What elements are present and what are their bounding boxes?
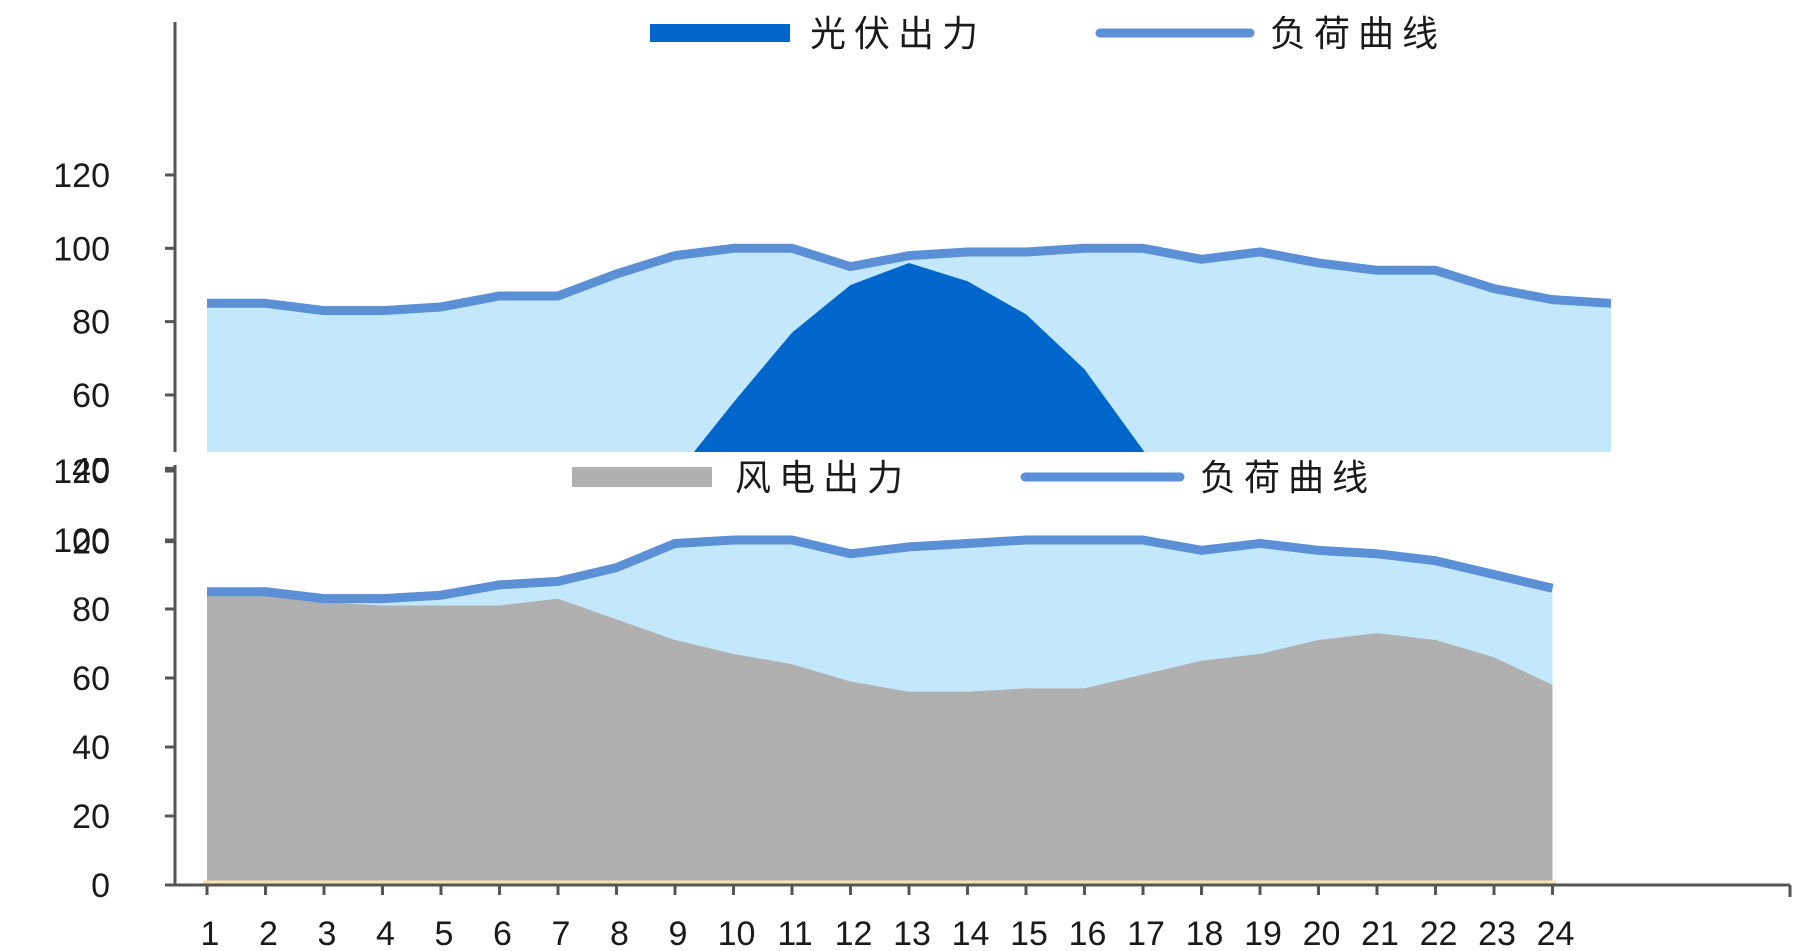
x-tick-label: 20 — [1303, 915, 1341, 951]
top-y-tick-label: 120 — [53, 157, 110, 195]
x-tick-label: 21 — [1361, 915, 1399, 951]
x-tick-label: 23 — [1478, 915, 1516, 951]
top-y-tick-label: 60 — [72, 377, 110, 415]
x-tick-label: 4 — [376, 915, 395, 951]
x-tick-label: 22 — [1420, 915, 1458, 951]
top-y-tick-label: 80 — [72, 304, 110, 342]
bottom-y-tick-label: 120 — [53, 453, 110, 491]
legend-swatch-wind — [572, 467, 712, 487]
x-tick-label: 5 — [435, 915, 454, 951]
legend-label-load: 负荷曲线 — [1270, 14, 1446, 55]
top-y-tick-label: 100 — [53, 230, 110, 268]
x-tick-label: 1 — [201, 915, 220, 951]
bottom-y-tick-label: 100 — [53, 522, 110, 560]
bottom-legend: 风电出力 负荷曲线 — [572, 458, 1376, 499]
legend-label-wind: 风电出力 — [735, 458, 911, 499]
x-tick-label: 6 — [493, 915, 512, 951]
x-tick-label: 2 — [259, 915, 278, 951]
bottom-y-tick-label: 20 — [72, 798, 110, 836]
legend-swatch-solar — [650, 24, 790, 42]
x-tick-label: 8 — [610, 915, 629, 951]
x-tick-label: 18 — [1186, 915, 1224, 951]
x-tick-label: 12 — [835, 915, 873, 951]
x-tick-label: 3 — [318, 915, 337, 951]
x-tick-label: 17 — [1127, 915, 1165, 951]
x-tick-label: 9 — [669, 915, 688, 951]
x-tick-label: 24 — [1537, 915, 1575, 951]
bottom-y-tick-label: 0 — [91, 867, 110, 905]
legend-label-load-bottom: 负荷曲线 — [1200, 458, 1376, 499]
x-tick-label: 7 — [552, 915, 571, 951]
top-y-tick-label: 20 — [72, 524, 110, 562]
x-tick-label: 15 — [1010, 915, 1048, 951]
chart-separator — [0, 452, 1808, 458]
x-tick-label: 11 — [777, 915, 812, 951]
load-line-bottom — [207, 535, 1554, 604]
solar-area — [693, 262, 1145, 452]
x-tick-label: 16 — [1069, 915, 1107, 951]
bottom-y-tick-label: 40 — [72, 729, 110, 767]
x-tick-label: 10 — [718, 915, 756, 951]
x-tick-label: 13 — [893, 915, 931, 951]
bottom-y-tick-label: 60 — [72, 660, 110, 698]
wind-area — [207, 591, 1553, 885]
x-tick-label: 14 — [952, 915, 990, 951]
top-legend: 光伏出力 负荷曲线 — [650, 14, 1446, 55]
legend-label-solar: 光伏出力 — [810, 14, 986, 55]
x-tick-label: 19 — [1244, 915, 1282, 951]
bottom-y-tick-label: 80 — [72, 591, 110, 629]
top-plot-area — [206, 243, 1612, 452]
